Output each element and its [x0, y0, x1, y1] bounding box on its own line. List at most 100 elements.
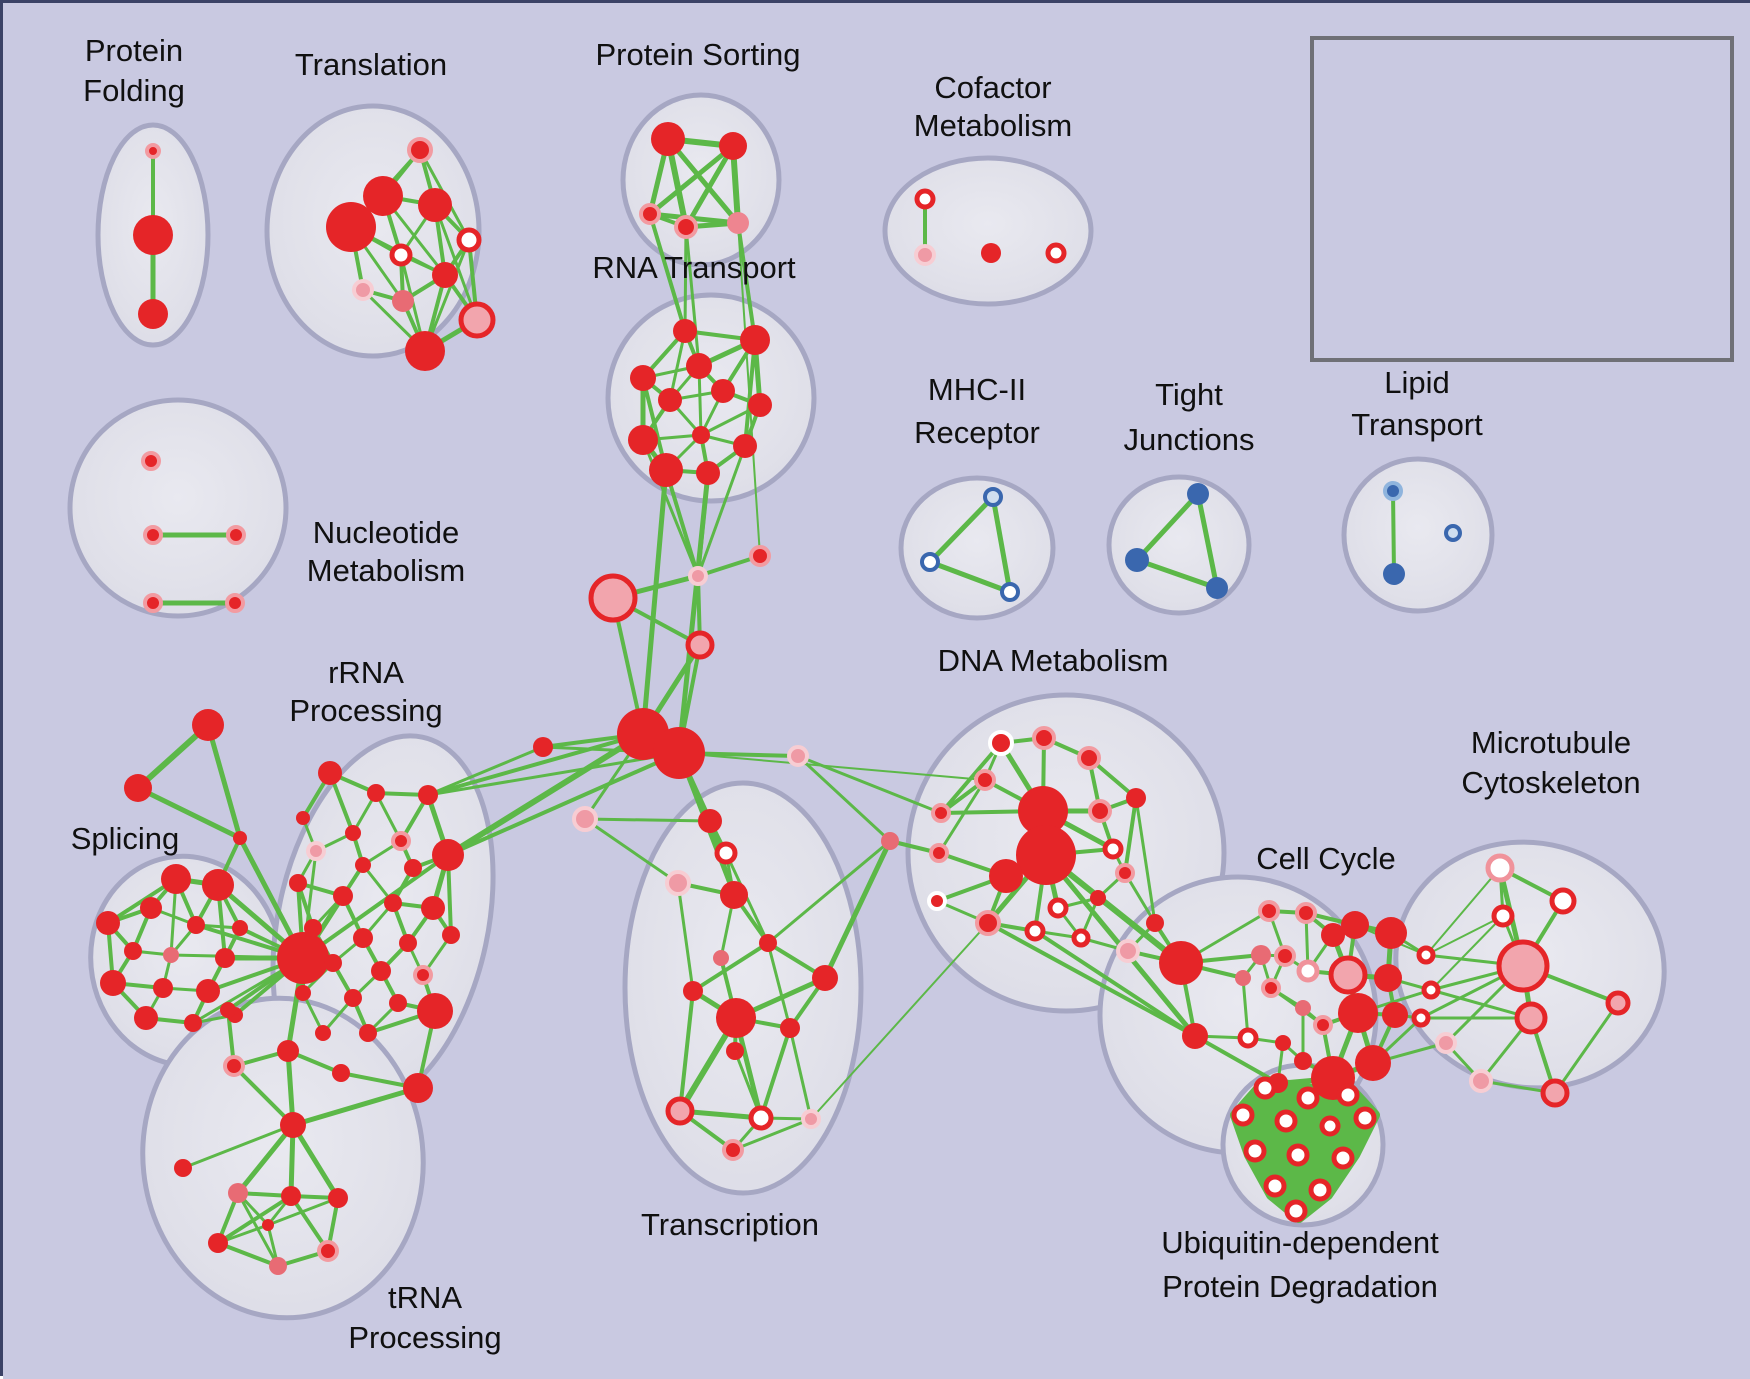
cluster-label-line: Splicing [71, 821, 180, 856]
cluster-label-line: Tight [1155, 377, 1223, 412]
network-edge [235, 1122, 296, 1196]
cluster-label-protein-folding: Protein Folding [83, 33, 185, 108]
gene-node [328, 1188, 348, 1208]
gene-node [665, 1096, 695, 1126]
gene-node [1077, 746, 1101, 770]
gene-node [192, 709, 224, 741]
gene-node [124, 942, 142, 960]
cluster-label-line: DNA Metabolism [938, 643, 1169, 678]
network-edge [290, 1122, 341, 1201]
gene-node [653, 727, 705, 779]
gene-node [417, 993, 453, 1029]
network-edge [583, 817, 680, 885]
cluster-shell-nucleotide-metabolism [67, 397, 289, 619]
gene-node [1308, 1178, 1332, 1202]
network-edge [1425, 915, 1504, 956]
gene-node [988, 730, 1014, 756]
network-edge [1134, 491, 1201, 563]
cluster-label-line: Metabolism [914, 108, 1073, 143]
gene-node [974, 769, 996, 791]
gene-node [389, 243, 413, 267]
gene-node [1294, 1052, 1312, 1070]
gene-node [413, 965, 433, 985]
gene-node [1341, 911, 1369, 939]
gene-node [363, 176, 403, 216]
cluster-label-protein-sorting: Protein Sorting [595, 37, 800, 72]
gene-node [674, 215, 698, 239]
gene-node [801, 1109, 821, 1129]
gene-node [1336, 1083, 1360, 1107]
gene-node [315, 1025, 331, 1041]
gene-node [1000, 582, 1020, 602]
cluster-label-transcription: Transcription [641, 1207, 819, 1242]
gene-node [405, 331, 445, 371]
gene-node [1374, 964, 1402, 992]
network-edge [788, 1026, 813, 1121]
gene-node [391, 831, 411, 851]
gene-node [639, 203, 661, 225]
gene-node [389, 994, 407, 1012]
cluster-label-line: Microtubule [1471, 725, 1631, 760]
gene-node [1353, 1106, 1377, 1130]
gene-node [215, 948, 235, 968]
gene-node [124, 774, 152, 802]
gene-node [324, 954, 342, 972]
cluster-label-splicing: Splicing [71, 821, 180, 856]
network-edge [766, 839, 892, 945]
gene-node [367, 784, 385, 802]
network-edge [1429, 988, 1533, 1020]
gene-node [981, 243, 1001, 263]
gene-node [442, 926, 460, 944]
gene-node [262, 1219, 274, 1231]
network-edge [301, 853, 450, 960]
gene-node [1435, 1032, 1457, 1054]
gene-node [1605, 990, 1631, 1016]
gene-node [696, 461, 720, 485]
cluster-label-rna-transport: RNA Transport [592, 250, 796, 285]
network-edge [445, 731, 646, 858]
cluster-label-nucleotide-metabolism: Nucleotide Metabolism [307, 515, 466, 588]
gene-node [333, 886, 353, 906]
network-edge [426, 732, 645, 797]
gene-node [1251, 945, 1271, 965]
gene-node [304, 919, 322, 937]
gene-node [318, 761, 342, 785]
gene-node [1231, 1103, 1255, 1127]
cluster-shells [67, 92, 1667, 1321]
gene-node [1549, 887, 1577, 915]
gene-node [1469, 1069, 1493, 1093]
cluster-label-line: Metabolism [307, 553, 466, 588]
gene-node [163, 947, 179, 963]
gene-node [196, 979, 220, 1003]
gene-node [134, 1006, 158, 1030]
gene-node [1444, 524, 1462, 542]
gene-node [1115, 863, 1135, 883]
network-edge [1391, 489, 1396, 576]
network-edge [691, 941, 770, 993]
gene-node [722, 1139, 744, 1161]
gene-node [1024, 920, 1046, 942]
cluster-label-line: Lipid [1384, 365, 1450, 400]
gene-node [1496, 939, 1550, 993]
gene-node [748, 393, 772, 417]
gene-node [726, 1042, 744, 1060]
network-edge [135, 785, 243, 841]
network-edge [640, 467, 669, 737]
gene-node [1125, 548, 1149, 572]
network-edge [216, 1194, 293, 1245]
gene-node [1235, 970, 1251, 986]
cluster-label-line: Transcription [641, 1207, 819, 1242]
gene-node [269, 1257, 287, 1275]
gene-node [658, 388, 682, 412]
gene-node [628, 425, 658, 455]
edges-layer [106, 136, 1620, 1268]
gene-node [983, 487, 1003, 507]
cluster-label-tight-junctions: Tight Junctions [1124, 377, 1255, 457]
cluster-label-line: Protein Degradation [1162, 1269, 1438, 1304]
gene-node [787, 745, 809, 767]
gene-node [748, 1105, 774, 1131]
network-edge [759, 1026, 792, 1120]
gene-node [1274, 945, 1296, 967]
gene-node [1159, 941, 1203, 985]
